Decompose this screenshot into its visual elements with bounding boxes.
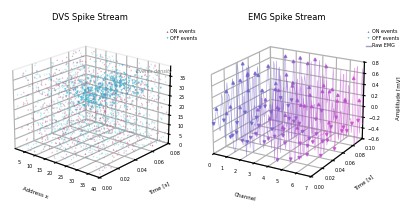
Legend: ON events, OFF events, Raw EMG: ON events, OFF events, Raw EMG xyxy=(364,27,400,50)
Legend: ON events, OFF events: ON events, OFF events xyxy=(164,27,199,43)
X-axis label: Channel: Channel xyxy=(234,192,256,202)
X-axis label: Address x: Address x xyxy=(22,186,49,200)
Title: DVS Spike Stream: DVS Spike Stream xyxy=(52,13,128,22)
Y-axis label: Time [s]: Time [s] xyxy=(354,174,374,192)
Title: EMG Spike Stream: EMG Spike Stream xyxy=(248,13,326,22)
Y-axis label: Time [s]: Time [s] xyxy=(148,181,170,196)
